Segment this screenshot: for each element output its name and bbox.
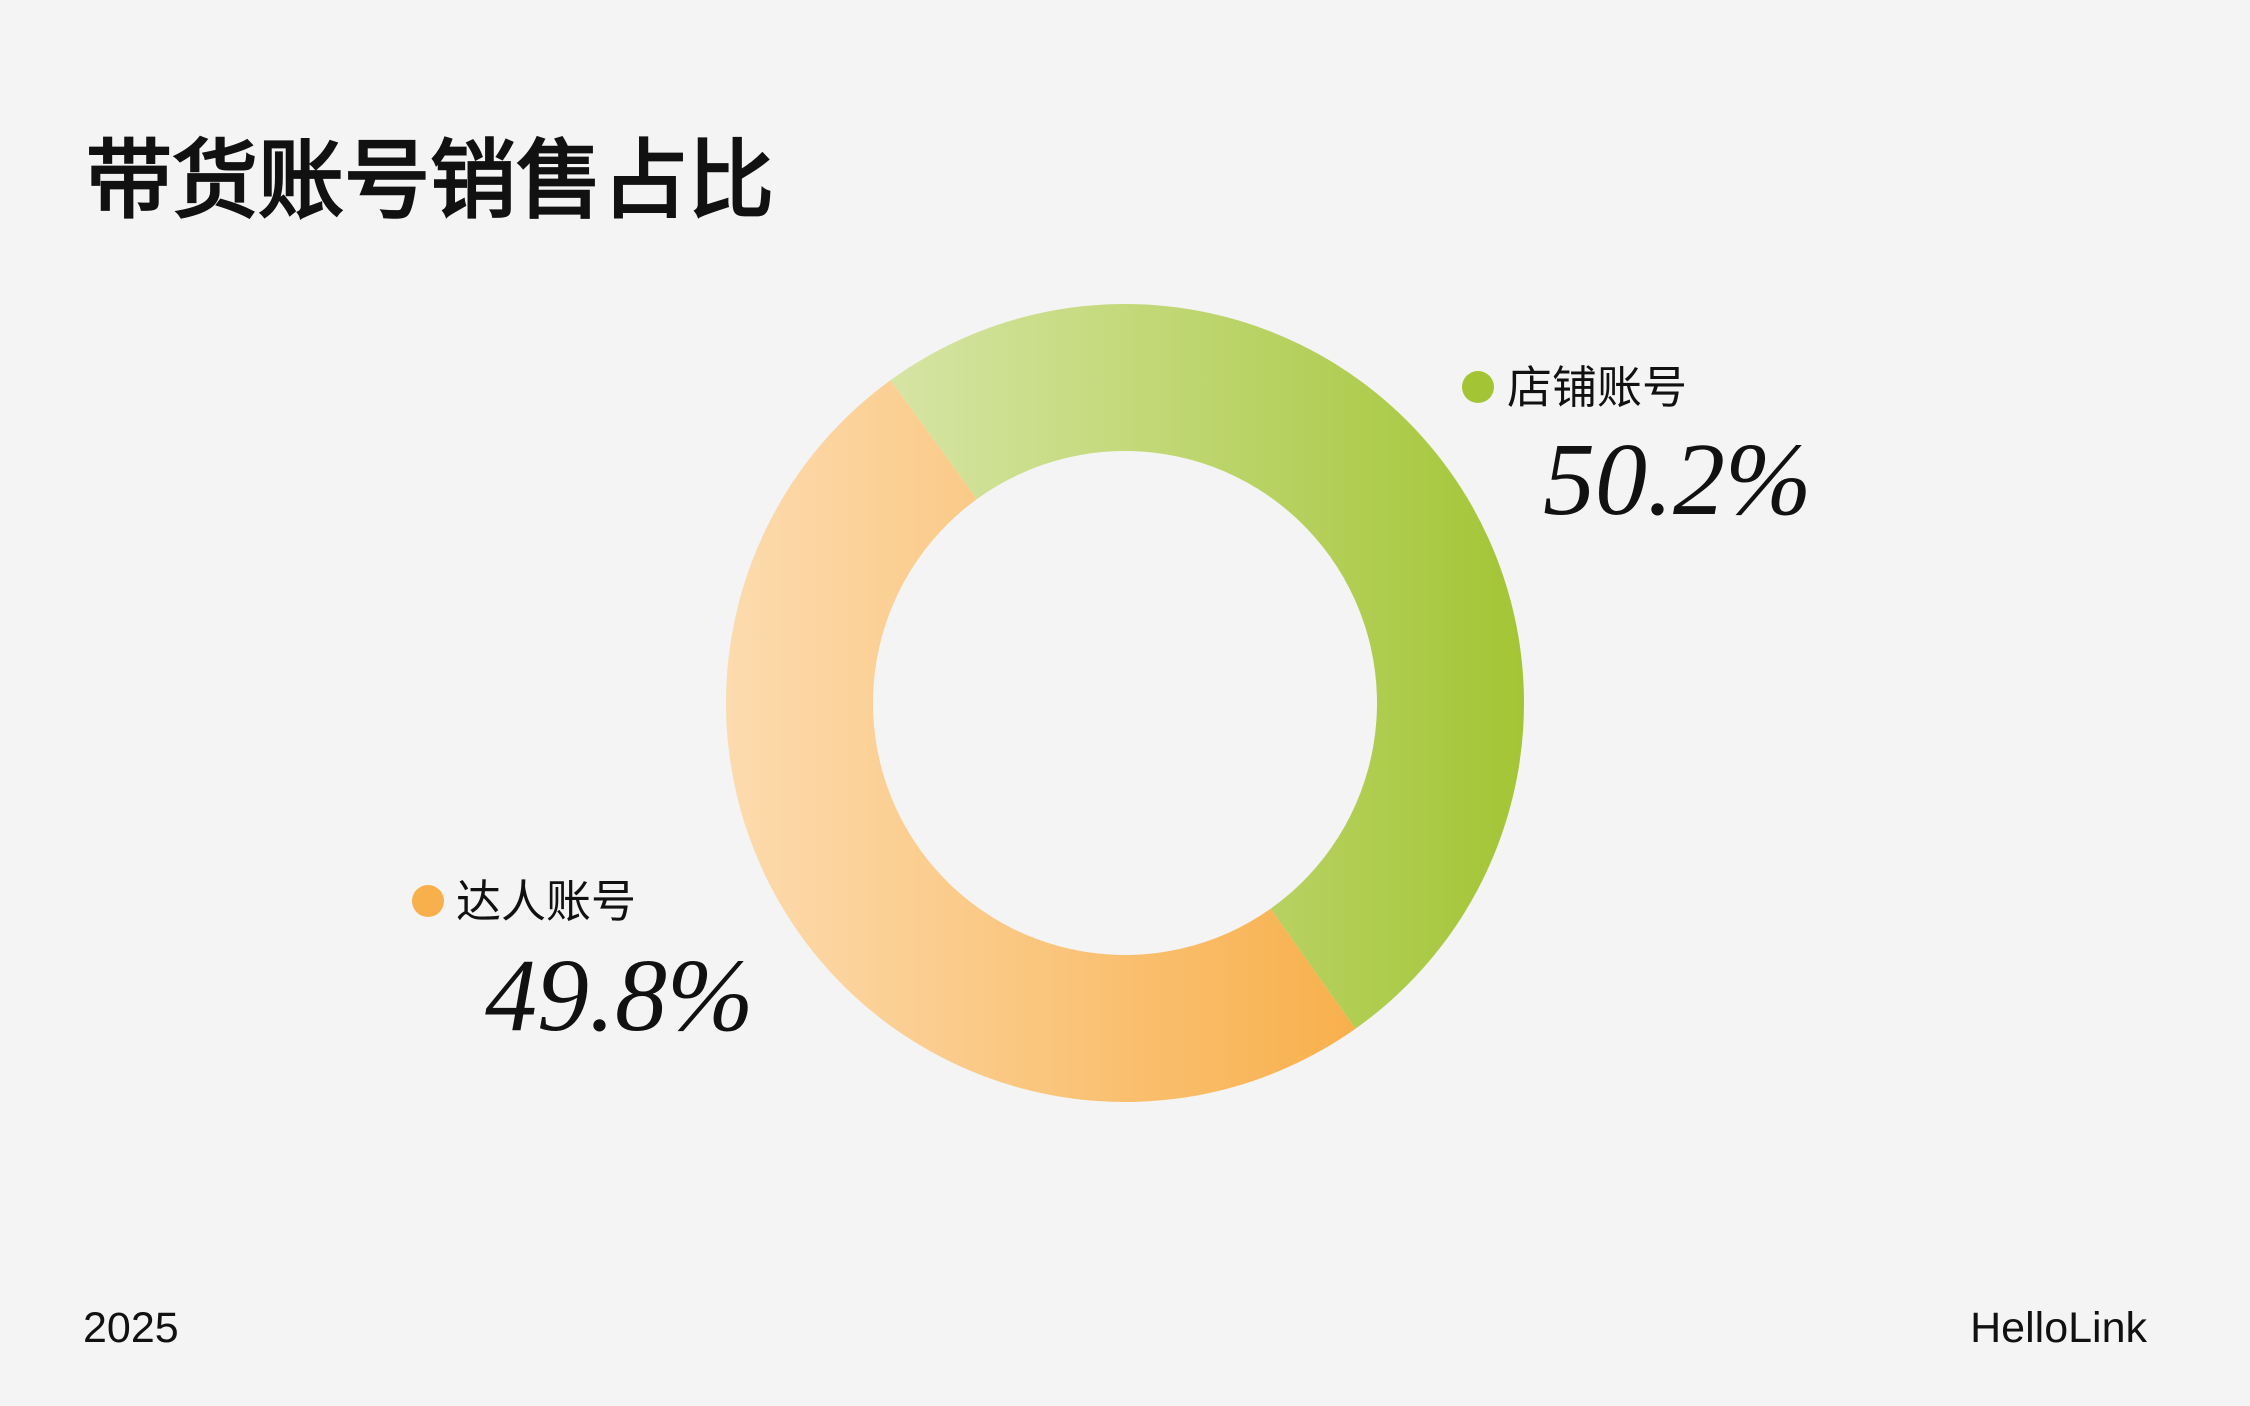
legend-label: 店铺账号	[1507, 362, 1687, 413]
legend-dot	[412, 885, 444, 917]
footer-year: 2025	[83, 1304, 179, 1352]
donut-segment	[890, 304, 1524, 1029]
value-label: 50.2%	[1543, 422, 1812, 537]
donut-segment	[725, 380, 1356, 1103]
chart-title: 带货账号销售占比	[86, 133, 774, 229]
value-label: 49.8%	[485, 938, 754, 1053]
legend-dot	[1462, 371, 1494, 403]
footer-brand: HelloLink	[1970, 1304, 2147, 1352]
legend-label: 达人账号	[456, 876, 636, 927]
